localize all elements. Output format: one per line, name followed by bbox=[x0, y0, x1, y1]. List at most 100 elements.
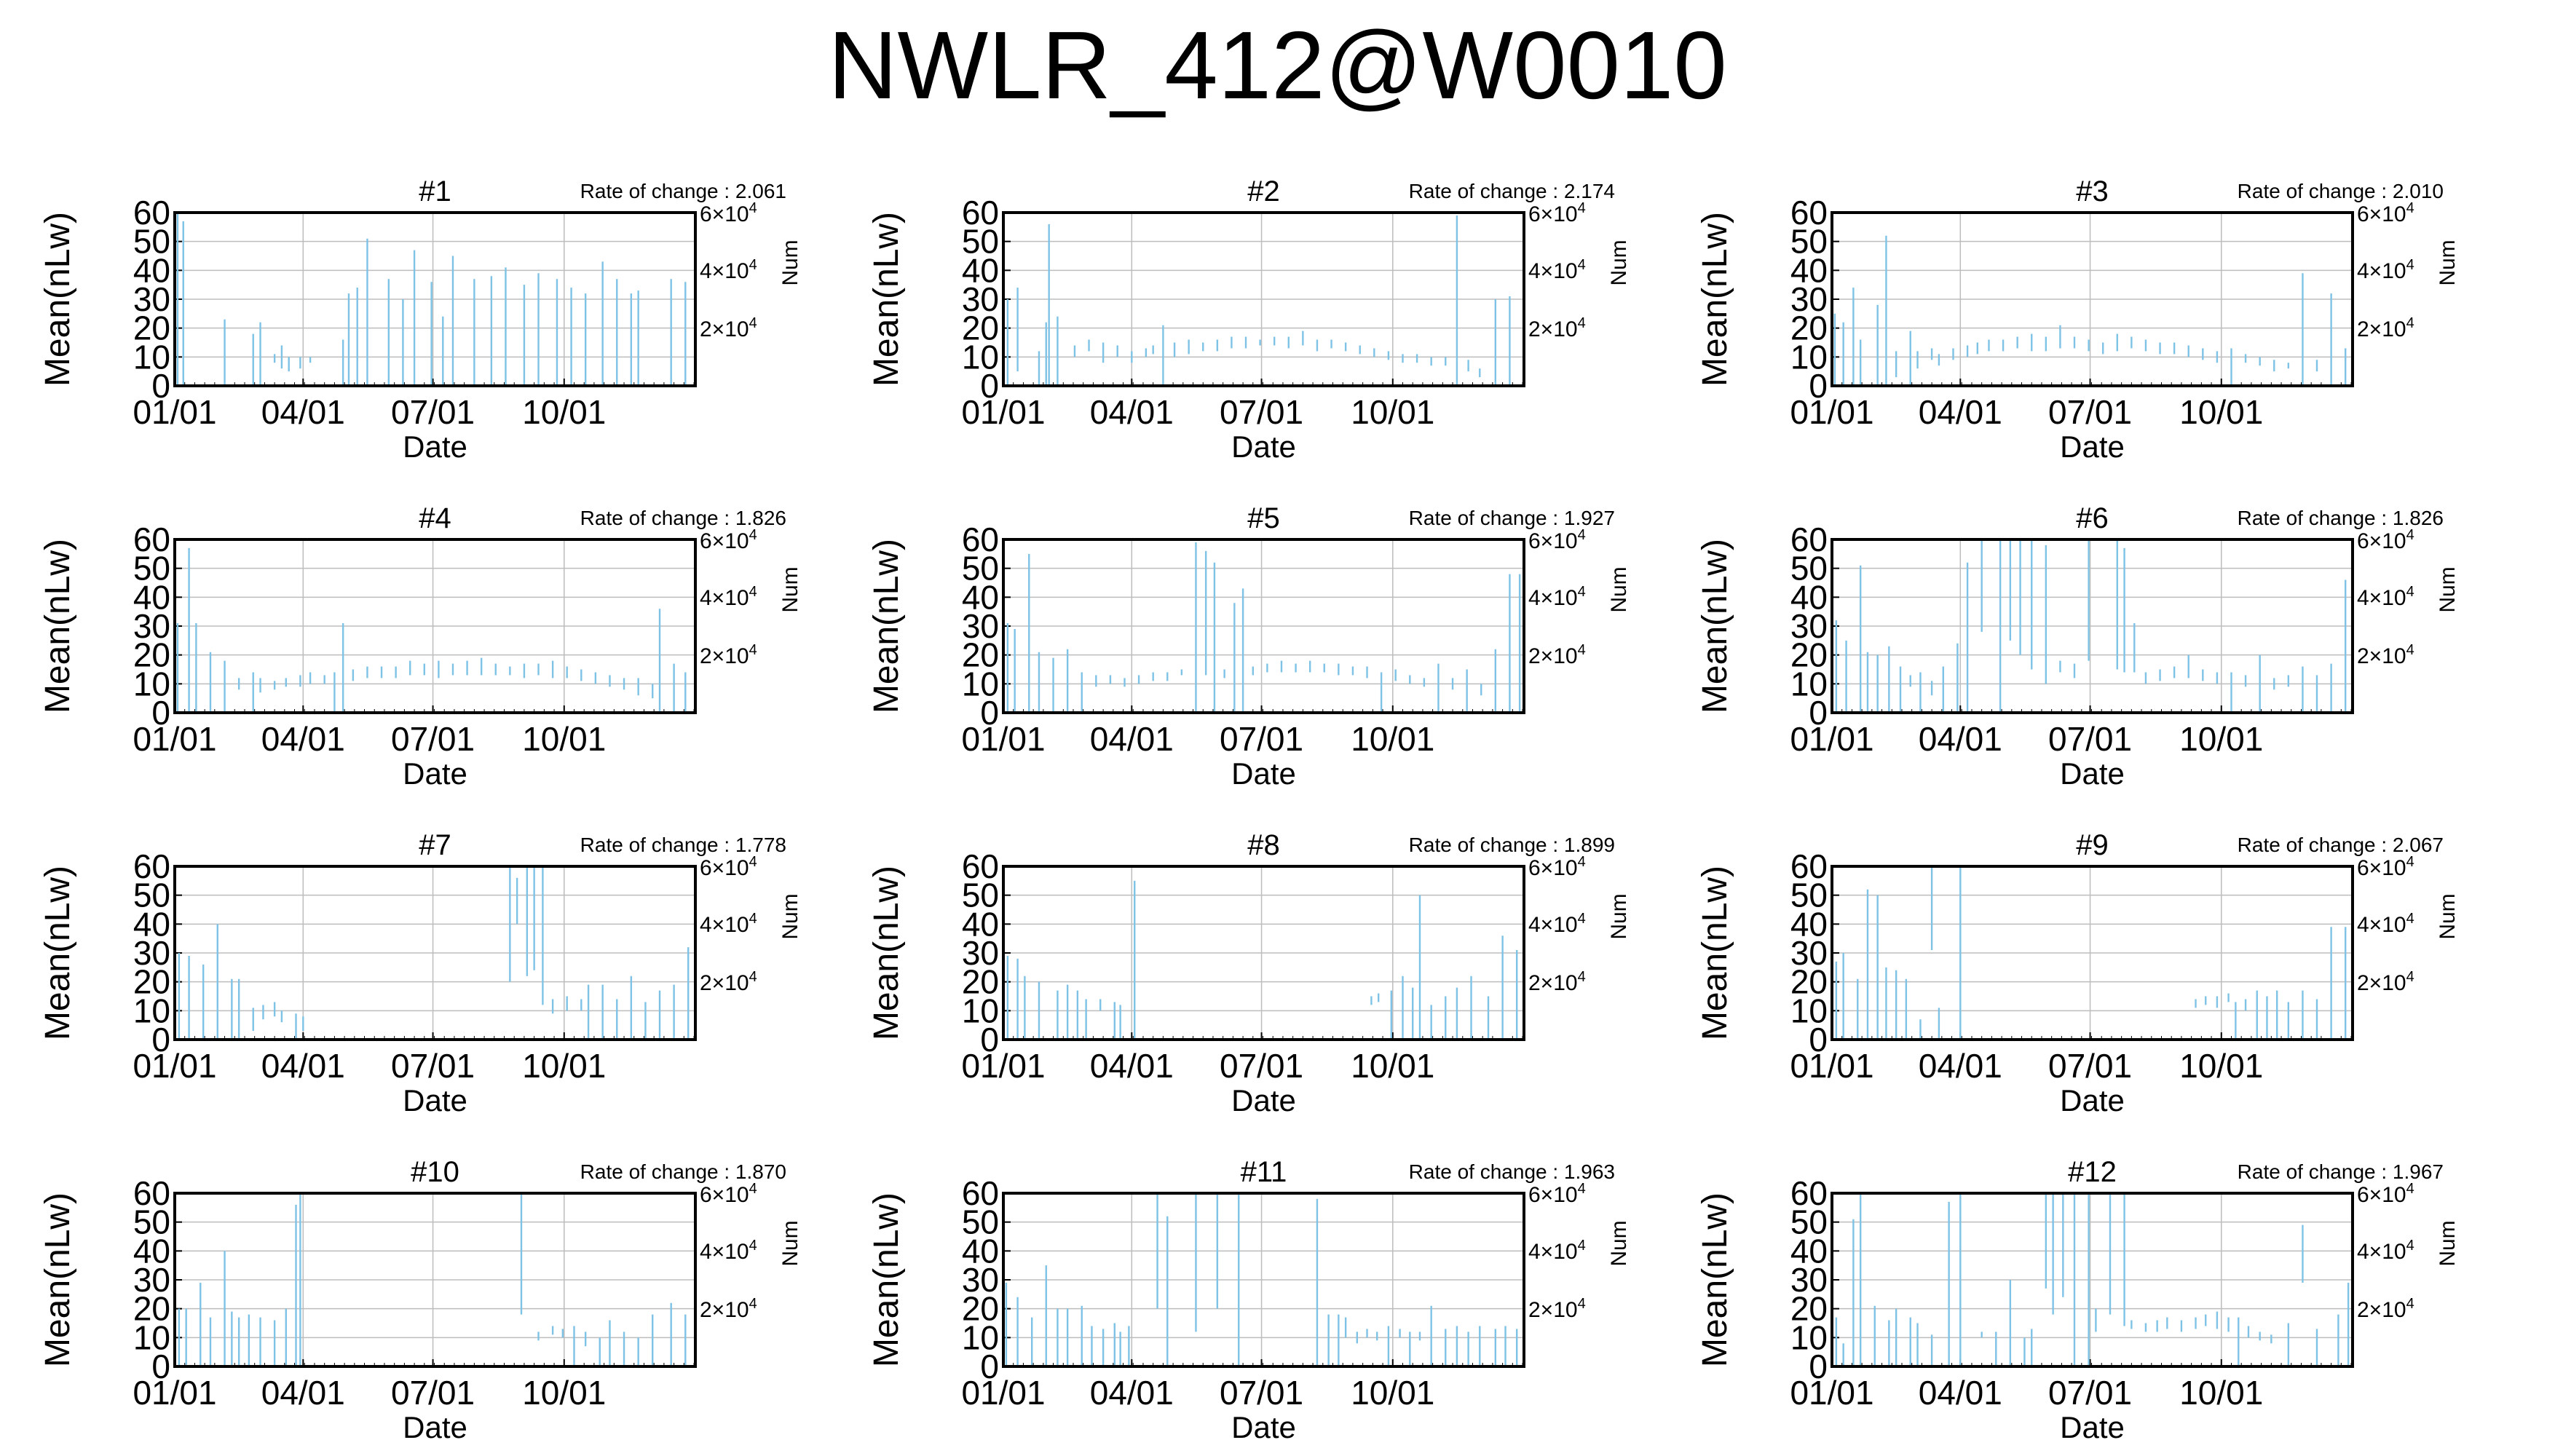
y-tick-label: 30 bbox=[1790, 934, 1828, 972]
y-tick-label: 40 bbox=[962, 905, 999, 943]
y-right-axis-label: Num bbox=[778, 1220, 802, 1266]
x-tick-label: 04/01 bbox=[1090, 1374, 1174, 1412]
y-tick-label: 30 bbox=[133, 934, 170, 972]
y-tick-label: 20 bbox=[1790, 963, 1828, 1001]
y-right-axis-label: Num bbox=[1607, 240, 1631, 285]
y-right-axis-label: Num bbox=[1607, 1220, 1631, 1266]
y-tick-label: 50 bbox=[962, 1203, 999, 1241]
y-right-axis-label: Num bbox=[778, 893, 802, 939]
y-tick-label: 30 bbox=[1790, 1261, 1828, 1299]
y-tick-label: 60 bbox=[962, 521, 999, 558]
y-right-axis-label: Num bbox=[1607, 566, 1631, 612]
y-tick-label: 0 bbox=[1809, 1348, 1828, 1385]
y-tick-label: 30 bbox=[962, 607, 999, 645]
y-tick-label: 60 bbox=[962, 1174, 999, 1212]
plot-frame bbox=[1002, 211, 1525, 387]
x-tick-label: 01/01 bbox=[133, 1047, 216, 1085]
y-right-tick-label: 2×104 bbox=[700, 315, 757, 341]
x-tick-label: 04/01 bbox=[261, 393, 345, 431]
y-tick-label: 40 bbox=[133, 578, 170, 616]
x-axis-label: Date bbox=[403, 1410, 467, 1444]
y-tick-label: 0 bbox=[980, 694, 999, 732]
y-tick-label: 50 bbox=[962, 223, 999, 261]
y-tick-label: 30 bbox=[962, 1261, 999, 1299]
y-tick-label: 0 bbox=[151, 1348, 170, 1385]
y-right-tick-label: 4×104 bbox=[700, 257, 757, 283]
y-axis-label: Mean(nLw) bbox=[867, 866, 906, 1040]
y-axis-label: Mean(nLw) bbox=[39, 866, 77, 1040]
rate-of-change: Rate of change : 1.826 bbox=[2238, 507, 2444, 529]
y-tick-label: 30 bbox=[133, 607, 170, 645]
y-right-tick-label: 6×104 bbox=[1528, 527, 1586, 553]
y-tick-label: 0 bbox=[980, 1348, 999, 1385]
y-right-tick-label: 2×104 bbox=[1528, 1296, 1586, 1322]
y-right-tick-label: 6×104 bbox=[700, 200, 757, 226]
x-tick-label: 07/01 bbox=[1220, 393, 1303, 431]
plot-frame bbox=[1002, 538, 1525, 714]
y-right-tick-label: 2×104 bbox=[700, 642, 757, 668]
plot-frame bbox=[1831, 211, 2354, 387]
x-tick-label: 07/01 bbox=[2048, 720, 2132, 758]
y-tick-label: 10 bbox=[1790, 665, 1828, 703]
x-tick-label: 10/01 bbox=[1351, 720, 1434, 758]
x-tick-label: 07/01 bbox=[1220, 1374, 1303, 1412]
rate-of-change: Rate of change : 1.778 bbox=[580, 834, 786, 856]
y-tick-label: 30 bbox=[133, 280, 170, 318]
y-axis-label: Mean(nLw) bbox=[867, 539, 906, 713]
plot-frame bbox=[173, 865, 697, 1041]
chart-title: #12 bbox=[2068, 1156, 2117, 1188]
x-tick-label: 01/01 bbox=[1790, 1374, 1873, 1412]
plot-frame bbox=[1002, 865, 1525, 1041]
x-tick-label: 04/01 bbox=[1090, 393, 1174, 431]
x-tick-label: 10/01 bbox=[522, 1374, 606, 1412]
y-tick-label: 0 bbox=[980, 1021, 999, 1059]
x-tick-label: 01/01 bbox=[133, 720, 216, 758]
x-axis-label: Date bbox=[1231, 1410, 1296, 1444]
rate-of-change: Rate of change : 2.010 bbox=[2238, 180, 2444, 202]
x-tick-label: 10/01 bbox=[1351, 1047, 1434, 1085]
y-right-tick-label: 6×104 bbox=[700, 1181, 757, 1207]
y-right-tick-label: 6×104 bbox=[1528, 854, 1586, 880]
y-right-axis-label: Num bbox=[1607, 893, 1631, 939]
y-tick-label: 20 bbox=[1790, 1290, 1828, 1328]
y-tick-label: 50 bbox=[1790, 877, 1828, 914]
x-tick-label: 04/01 bbox=[261, 1374, 345, 1412]
y-tick-label: 50 bbox=[962, 550, 999, 587]
y-tick-label: 0 bbox=[1809, 694, 1828, 732]
y-right-tick-label: 6×104 bbox=[2357, 1181, 2414, 1207]
x-axis-label: Date bbox=[1231, 756, 1296, 791]
y-tick-label: 10 bbox=[962, 1318, 999, 1356]
y-right-tick-label: 6×104 bbox=[2357, 854, 2414, 880]
y-tick-label: 10 bbox=[1790, 992, 1828, 1029]
y-tick-label: 30 bbox=[962, 934, 999, 972]
x-tick-label: 01/01 bbox=[961, 720, 1045, 758]
x-tick-label: 01/01 bbox=[1790, 1047, 1873, 1085]
x-tick-label: 10/01 bbox=[2179, 393, 2263, 431]
x-tick-label: 01/01 bbox=[961, 1374, 1045, 1412]
y-tick-label: 50 bbox=[962, 877, 999, 914]
y-tick-label: 10 bbox=[962, 665, 999, 703]
plot-frame bbox=[1831, 865, 2354, 1041]
y-tick-label: 40 bbox=[133, 1232, 170, 1270]
y-tick-label: 60 bbox=[133, 194, 170, 232]
y-right-tick-label: 2×104 bbox=[2357, 642, 2414, 668]
y-tick-label: 10 bbox=[133, 338, 170, 376]
y-right-tick-label: 4×104 bbox=[2357, 911, 2414, 937]
y-tick-label: 60 bbox=[962, 847, 999, 885]
y-axis-label: Mean(nLw) bbox=[1696, 1192, 1734, 1367]
rate-of-change: Rate of change : 1.870 bbox=[580, 1160, 786, 1183]
y-right-tick-label: 2×104 bbox=[700, 1296, 757, 1322]
x-tick-label: 04/01 bbox=[1919, 1374, 2002, 1412]
y-tick-label: 20 bbox=[1790, 309, 1828, 347]
y-tick-label: 10 bbox=[962, 338, 999, 376]
plot-frame bbox=[173, 211, 697, 387]
y-right-tick-label: 6×104 bbox=[1528, 1181, 1586, 1207]
